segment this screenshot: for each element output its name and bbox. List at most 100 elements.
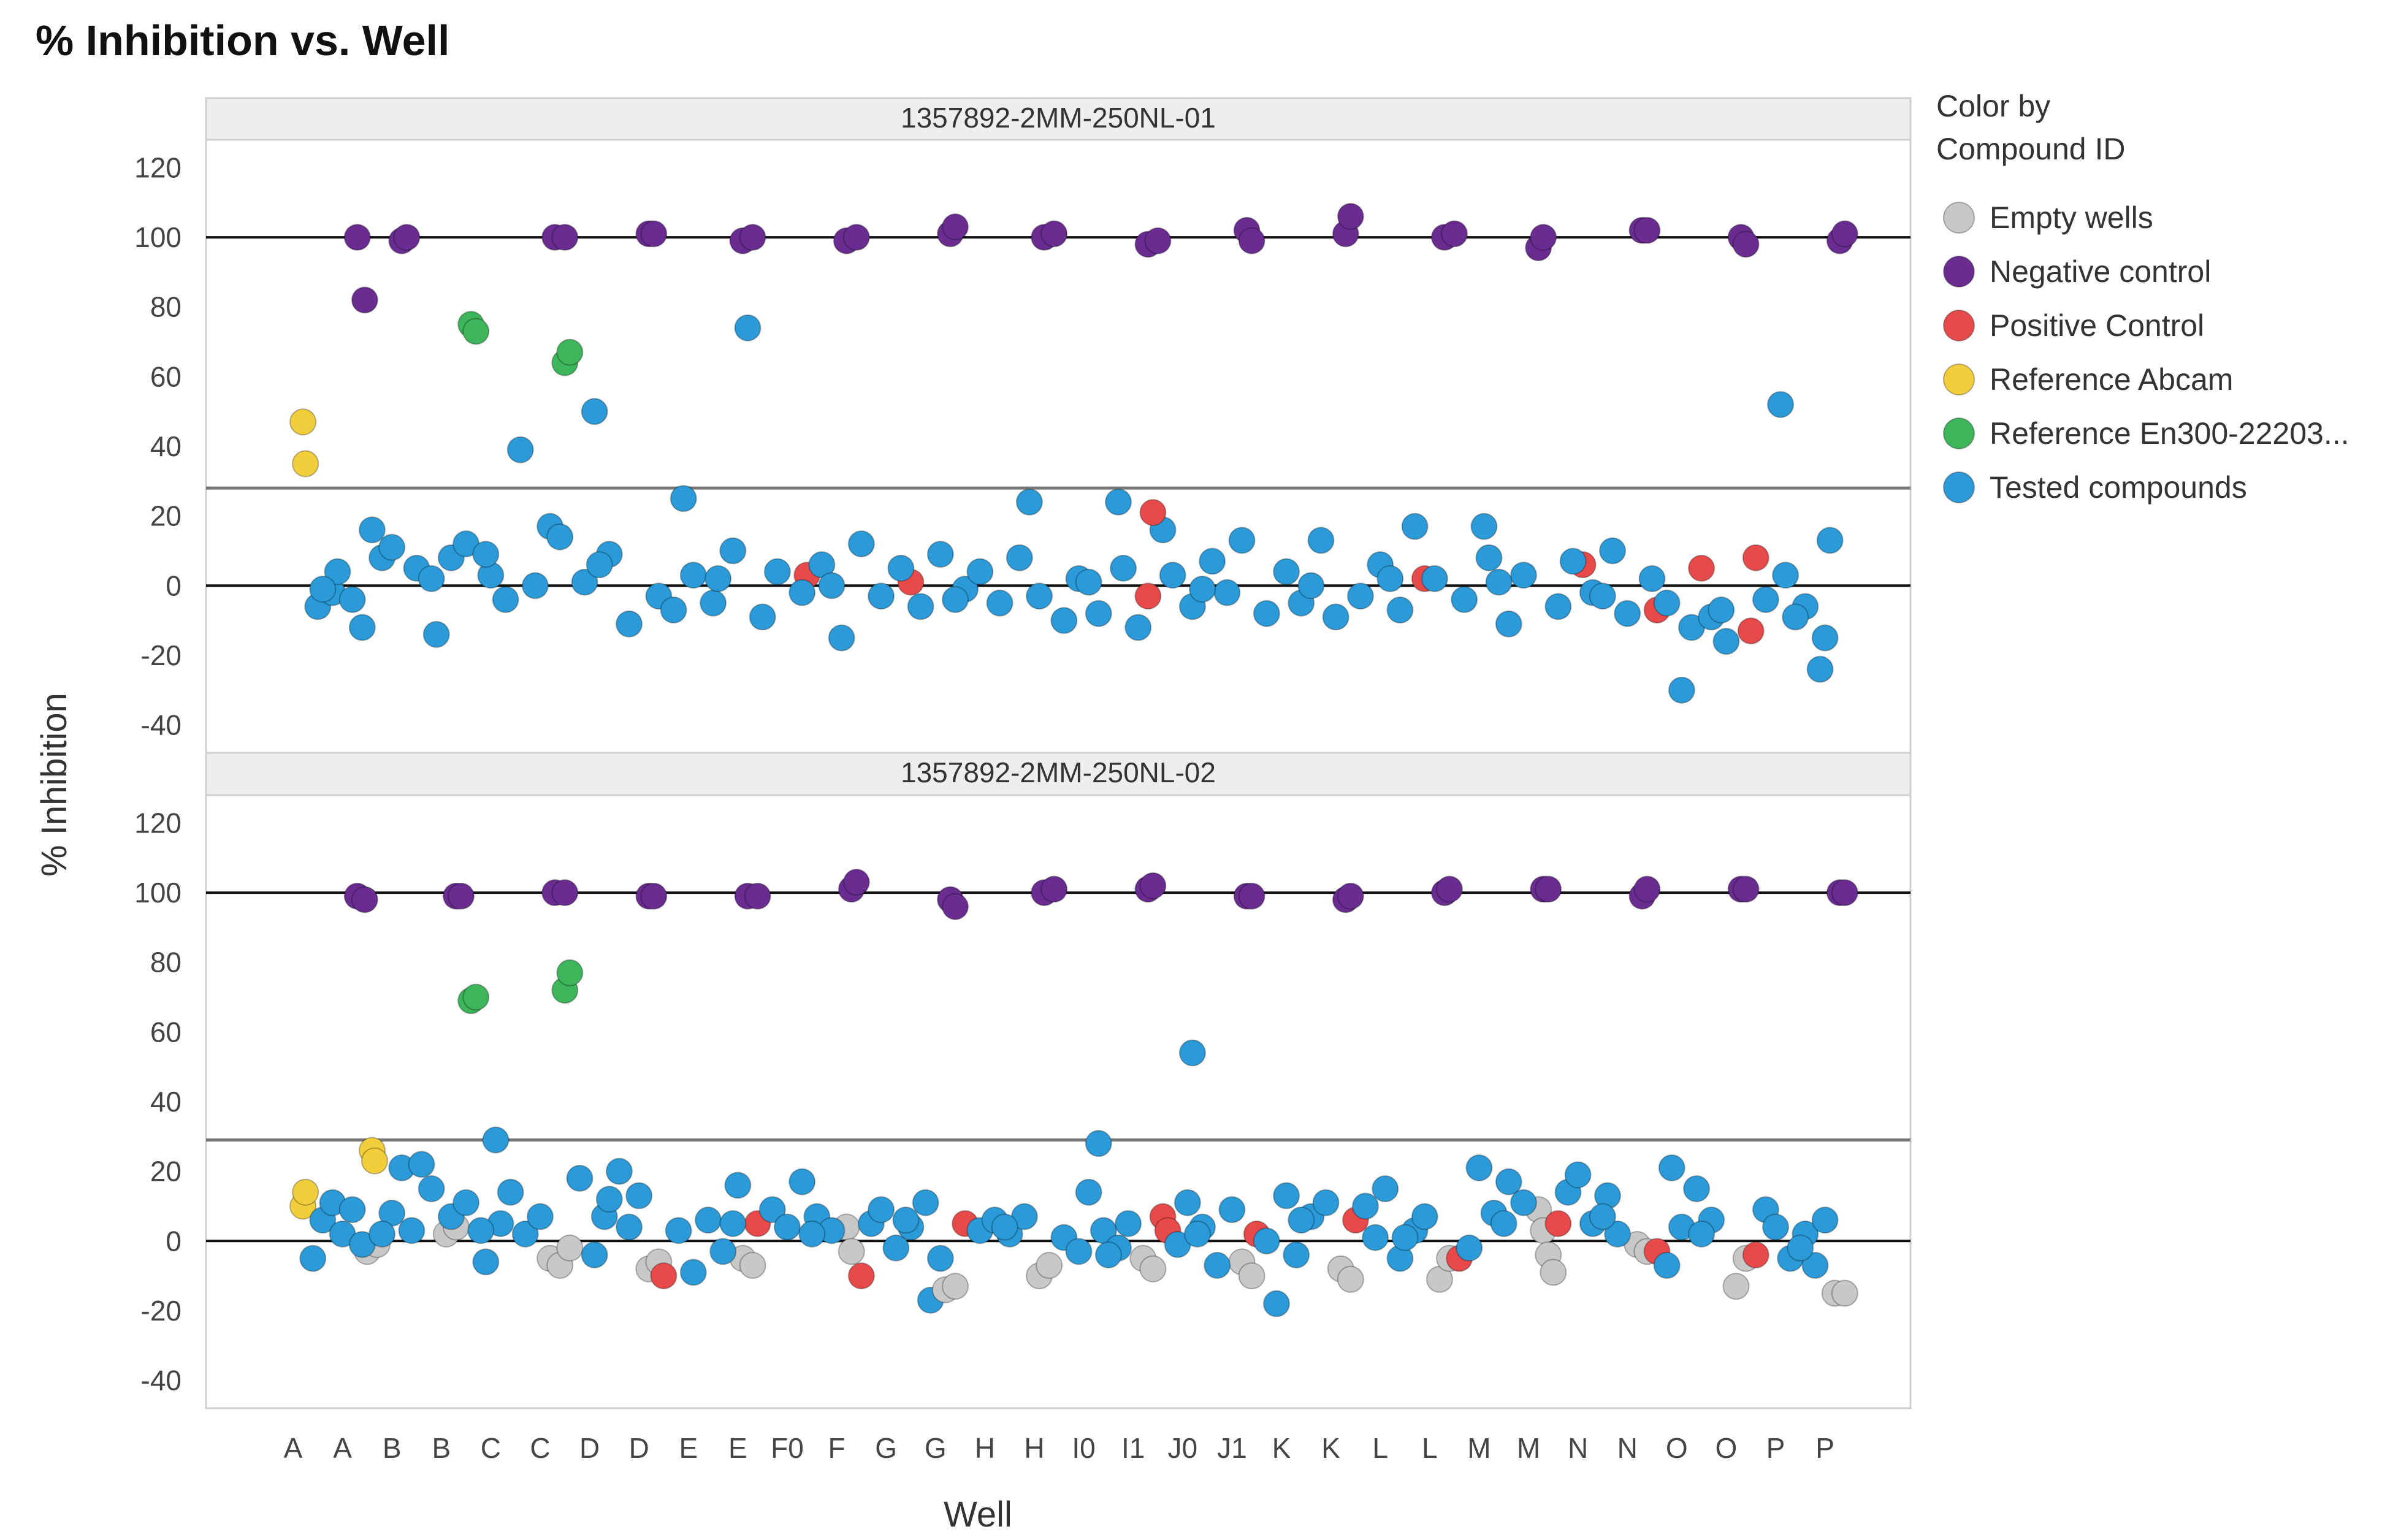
data-point <box>343 224 371 251</box>
data-point <box>1811 624 1839 652</box>
data-point <box>482 1126 510 1154</box>
data-point <box>566 1165 594 1192</box>
x-tick-label: J0 <box>1168 1432 1198 1464</box>
data-point <box>1075 568 1102 596</box>
data-point <box>1599 537 1627 565</box>
data-point <box>1816 527 1844 554</box>
data-point <box>462 983 490 1011</box>
data-point <box>1688 1220 1716 1248</box>
data-point <box>758 1196 786 1224</box>
data-point <box>556 338 584 366</box>
x-tick-label: G <box>875 1432 897 1464</box>
data-point <box>1036 1252 1063 1279</box>
data-point <box>695 1206 722 1234</box>
y-axis-title: % Inhibition <box>34 693 74 877</box>
data-point <box>1752 586 1779 613</box>
x-tick-label: L <box>1372 1432 1388 1464</box>
x-tick-label: P <box>1815 1432 1834 1464</box>
data-point <box>1297 572 1325 600</box>
data-point <box>1218 1196 1246 1224</box>
y-tick-label: -20 <box>141 639 181 671</box>
data-point <box>1732 231 1760 258</box>
y-tick-label: 60 <box>150 1016 181 1048</box>
data-point <box>986 589 1013 617</box>
data-point <box>1352 1192 1380 1220</box>
data-point <box>1411 1203 1438 1230</box>
data-point <box>1722 1273 1750 1300</box>
y-tick-label: 80 <box>150 947 181 978</box>
data-point <box>1436 875 1464 903</box>
data-point <box>892 1206 920 1234</box>
x-tick-label: H <box>1024 1432 1044 1464</box>
data-point <box>798 1220 826 1248</box>
data-point <box>679 1259 707 1286</box>
data-point <box>1337 882 1364 910</box>
data-point <box>292 1178 319 1206</box>
legend-label: Positive Control <box>1990 308 2204 343</box>
legend-swatch <box>1943 310 1975 341</box>
data-point <box>679 562 707 589</box>
data-point <box>422 620 450 648</box>
data-point <box>1346 582 1374 610</box>
data-point <box>1238 1262 1265 1290</box>
data-point <box>625 1182 653 1210</box>
data-point <box>1362 1224 1389 1251</box>
data-point <box>1806 655 1834 683</box>
legend-label: Reference Abcam <box>1990 362 2233 397</box>
legend-item[interactable]: Reference En300-22203... <box>1943 416 2349 451</box>
data-point <box>1653 1252 1681 1279</box>
data-point <box>1742 1241 1769 1268</box>
data-point <box>1441 220 1468 248</box>
data-point <box>351 286 378 314</box>
legend-item[interactable]: Empty wells <box>1943 200 2153 235</box>
data-point <box>398 1217 426 1245</box>
data-point <box>1831 220 1858 248</box>
data-point <box>1174 1189 1201 1216</box>
data-point <box>1530 224 1557 251</box>
data-point <box>942 893 969 920</box>
x-tick-label: N <box>1617 1432 1638 1464</box>
data-point <box>912 1189 939 1216</box>
data-point <box>670 485 697 513</box>
data-point <box>551 879 579 907</box>
data-point <box>842 869 870 896</box>
data-point <box>1288 1206 1315 1234</box>
data-point <box>1767 391 1795 418</box>
data-point <box>1322 603 1349 631</box>
data-point <box>351 886 378 913</box>
data-point <box>1772 562 1800 589</box>
legend-item[interactable]: Positive Control <box>1943 308 2204 343</box>
legend-label: Empty wells <box>1990 200 2153 235</box>
x-tick-label: I1 <box>1121 1432 1145 1464</box>
data-point <box>1451 586 1478 613</box>
data-point <box>887 554 915 582</box>
data-point <box>393 224 421 251</box>
x-axis-title: Well <box>944 1495 1012 1534</box>
data-point <box>467 1217 495 1245</box>
data-point <box>1801 1252 1829 1279</box>
data-point <box>1589 1203 1616 1230</box>
data-point <box>289 408 317 436</box>
y-tick-label: 20 <box>150 1156 181 1187</box>
data-point <box>1708 597 1735 624</box>
data-point <box>1787 1234 1814 1262</box>
data-point <box>1085 1130 1112 1157</box>
legend-item[interactable]: Tested compounds <box>1943 470 2247 505</box>
data-point <box>1124 614 1152 641</box>
data-point <box>1510 1189 1537 1216</box>
legend-swatch <box>1943 256 1975 288</box>
legend-item[interactable]: Reference Abcam <box>1943 362 2233 397</box>
data-point <box>581 1241 608 1268</box>
data-point <box>1238 227 1265 254</box>
data-point <box>1737 617 1765 645</box>
legend-item[interactable]: Negative control <box>1943 254 2211 289</box>
data-point <box>1421 565 1448 592</box>
data-point <box>595 1186 623 1213</box>
data-point <box>1782 603 1809 631</box>
data-point <box>1228 527 1256 554</box>
data-point <box>556 1234 584 1262</box>
data-point <box>828 624 855 652</box>
y-tick-label: 20 <box>150 500 181 532</box>
x-tick-label: J1 <box>1217 1432 1247 1464</box>
